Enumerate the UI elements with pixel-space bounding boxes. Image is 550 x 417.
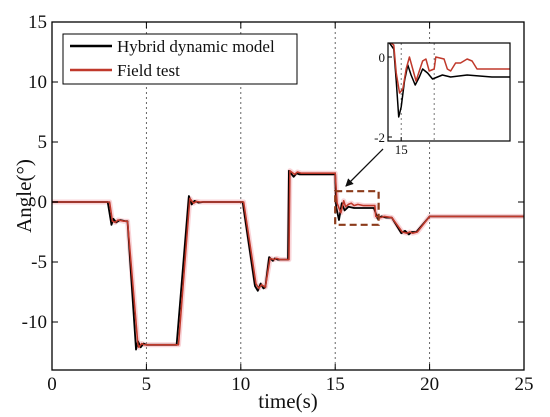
inset-ticks: 0 -2 15 (374, 50, 408, 157)
x-tick-label-15: 15 (326, 374, 345, 395)
y-tick-label-10: 10 (28, 72, 47, 93)
legend-label-field: Field test (117, 61, 180, 80)
y-tick-label-5: 5 (38, 132, 48, 153)
legend-box (62, 33, 298, 85)
legend: Hybrid dynamic model Field test (62, 33, 298, 85)
legend-label-model: Hybrid dynamic model (117, 37, 275, 56)
inset-chart: 0 -2 15 (374, 42, 511, 157)
y-ticks: 15 10 5 0 -5 -10 (22, 12, 524, 333)
x-axis-label: time(s) (258, 389, 317, 413)
inset-gridlines (400, 43, 435, 141)
x-tick-label-0: 0 (47, 374, 57, 395)
inset-line-hybrid-model (388, 43, 510, 118)
plot-frame (51, 21, 525, 371)
x-tick-label-20: 20 (420, 374, 439, 395)
y-tick-label-0: 0 (38, 192, 48, 213)
x-tick-label-10: 10 (231, 374, 250, 395)
y-tick-label--10: -10 (22, 312, 47, 333)
vertical-gridlines (145, 22, 431, 370)
y-tick-label--5: -5 (31, 252, 47, 273)
y-tick-label-15: 15 (28, 12, 47, 33)
zoom-box-layer (334, 190, 380, 226)
inset-line-field-test (389, 43, 510, 94)
x-tick-label-25: 25 (515, 374, 534, 395)
inset-y-tick-label--2: -2 (374, 130, 385, 145)
inset-x-tick-label-15: 15 (395, 142, 408, 157)
inset-frame (387, 42, 511, 142)
x-tick-label-5: 5 (142, 374, 152, 395)
zoom-arrow (345, 148, 384, 187)
y-axis-label: Angle(°) (12, 159, 36, 233)
inset-background (388, 43, 510, 141)
zoom-box (334, 190, 380, 226)
inset-y-tick-label-0: 0 (379, 50, 386, 65)
inset-series-layer (388, 43, 510, 118)
x-ticks: 0 5 10 15 20 25 (47, 22, 534, 395)
